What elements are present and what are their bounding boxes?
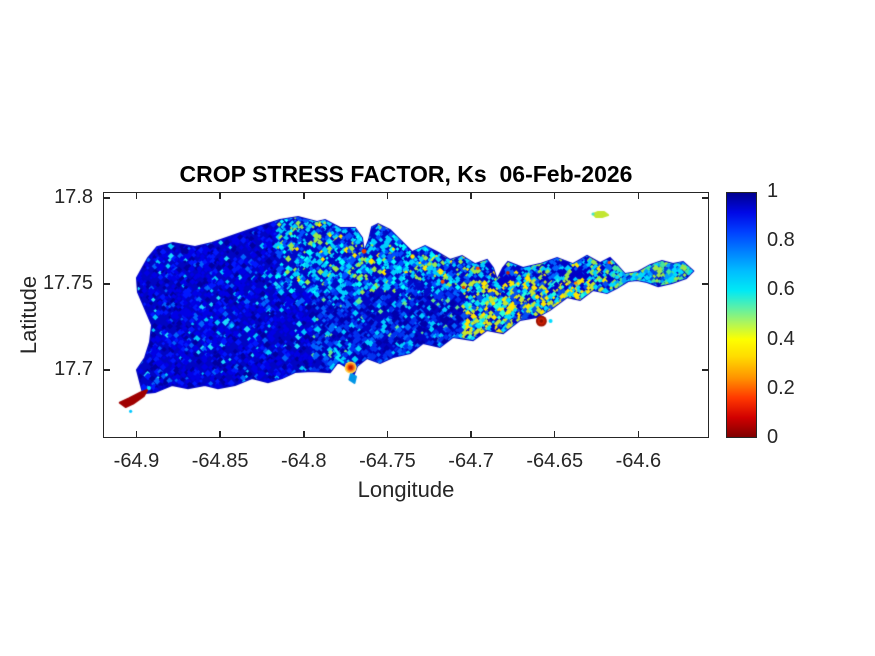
x-tick-label: -64.8 bbox=[280, 450, 327, 472]
x-tick bbox=[386, 431, 389, 438]
colorbar-tick-label: 0.4 bbox=[767, 327, 795, 350]
x-tick-label: -64.85 bbox=[191, 450, 249, 472]
y-tick bbox=[103, 197, 110, 199]
colorbar-tick-label: 0 bbox=[767, 426, 779, 448]
colorbar-tick-label: 0.2 bbox=[767, 376, 795, 399]
x-tick bbox=[135, 192, 138, 199]
x-tick bbox=[135, 431, 138, 438]
x-tick-label: -64.75 bbox=[359, 450, 416, 472]
colorbar bbox=[726, 192, 757, 438]
x-tick bbox=[553, 192, 556, 199]
y-tick-label: 17.75 bbox=[42, 272, 93, 295]
y-tick-label: 17.7 bbox=[54, 358, 93, 381]
y-tick bbox=[103, 369, 110, 371]
x-tick bbox=[303, 192, 305, 199]
x-tick-label: -64.9 bbox=[113, 450, 160, 472]
x-tick bbox=[219, 192, 221, 199]
y-tick bbox=[702, 283, 709, 285]
x-tick bbox=[470, 431, 472, 438]
x-tick bbox=[219, 431, 221, 438]
x-tick-label: -64.6 bbox=[615, 450, 662, 472]
x-tick bbox=[637, 192, 640, 199]
y-tick bbox=[702, 197, 709, 199]
x-tick bbox=[470, 192, 472, 199]
x-tick bbox=[303, 431, 305, 438]
island-map-canvas bbox=[103, 192, 709, 438]
plot-area bbox=[103, 192, 709, 438]
colorbar-tick-label: 0.6 bbox=[767, 278, 795, 301]
colorbar-tick-label: 1 bbox=[767, 180, 779, 202]
chart-title: CROP STRESS FACTOR, Ks 06-Feb-2026 bbox=[179, 161, 633, 187]
y-tick bbox=[702, 369, 709, 371]
x-tick-label: -64.65 bbox=[526, 450, 584, 472]
y-tick bbox=[103, 283, 110, 285]
x-tick bbox=[386, 192, 389, 199]
x-axis-label: Longitude bbox=[357, 477, 455, 502]
x-tick-label: -64.7 bbox=[448, 450, 494, 472]
colorbar-tick-label: 0.8 bbox=[767, 229, 795, 252]
x-tick bbox=[637, 431, 640, 438]
x-tick bbox=[553, 431, 556, 438]
y-tick-label: 17.8 bbox=[54, 186, 93, 209]
